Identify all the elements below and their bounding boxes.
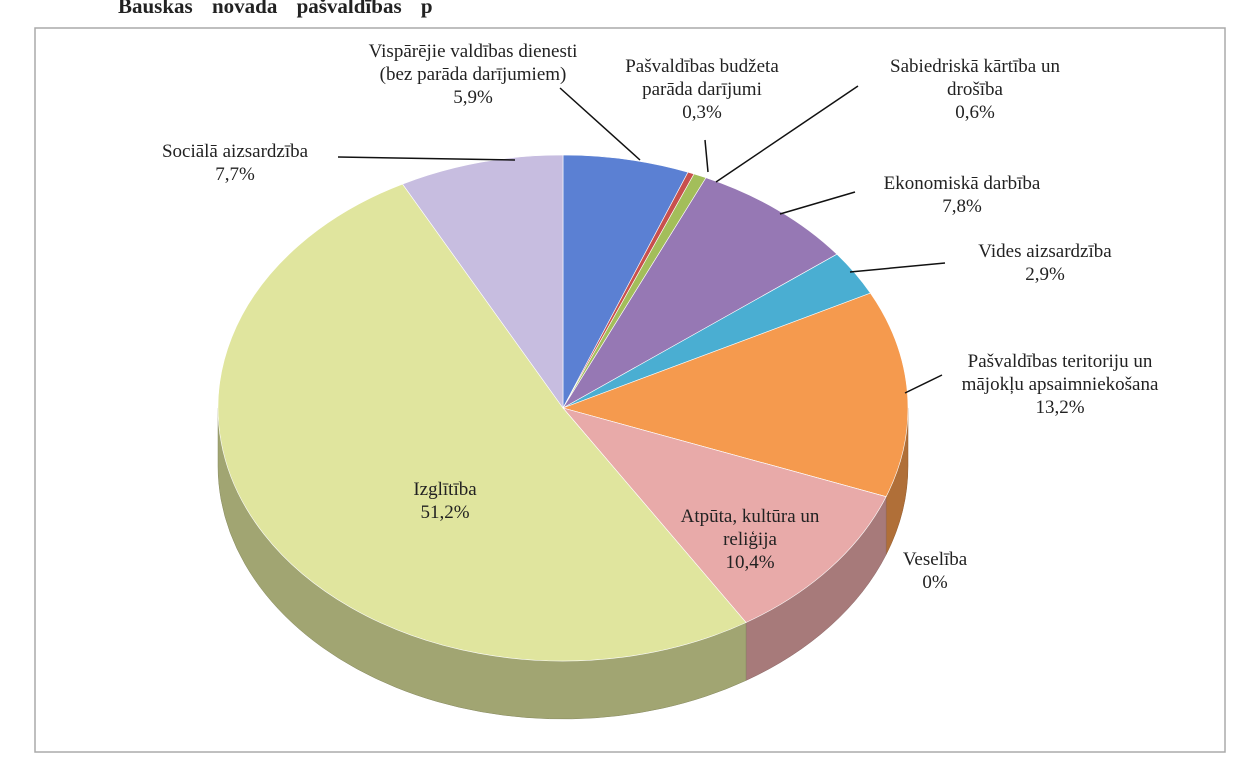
slice-label: Veselība 0% [880,548,990,594]
slice [562,407,887,623]
value-label: 10,4% [725,552,775,573]
leader-line [704,139,709,173]
slice-label: Pašvaldības budžeta parāda darījumi 0,3% [612,55,792,124]
category-label: Izglītība [413,479,477,500]
value-label: 2,9% [1025,264,1065,285]
leader-line [715,85,859,183]
leader-line [337,156,516,161]
slice [217,183,747,662]
slice [562,292,909,498]
leader-line [559,87,641,161]
value-label: 51,2% [420,502,470,523]
category-label: Ekonomiskā darbība [883,173,1041,194]
value-label: 7,7% [215,164,255,185]
category-label: Veselība [902,549,968,570]
leader-line [904,374,943,394]
slice-label: Vispārējie valdības dienesti (bez parāda… [368,40,578,109]
category-label: Sabiedriskā kārtība un drošība [890,56,1060,100]
slice-label: Ekonomiskā darbība 7,8% [847,172,1077,218]
slice-label: Atpūta, kultūra un reliģija 10,4% [670,505,830,574]
slice-label: Vides aizsardzība 2,9% [935,240,1155,286]
value-label: 0,3% [682,102,722,123]
category-label: Vispārējie valdības dienesti (bez parāda… [368,41,578,85]
value-label: 0% [922,572,948,593]
category-label: Atpūta, kultūra un reliģija [680,506,820,550]
slice [562,154,689,409]
category-label: Pašvaldības teritoriju un mājokļu apsaim… [961,351,1159,395]
value-label: 13,2% [1035,397,1085,418]
leader-line [779,191,856,215]
slice-label: Sociālā aizsardzība 7,7% [120,140,350,186]
value-label: 5,9% [453,87,493,108]
category-label: Vides aizsardzība [978,241,1112,262]
slice-label: Sabiedriskā kārtība un drošība 0,6% [860,55,1090,124]
slice [402,154,564,409]
category-label: Sociālā aizsardzība [161,141,309,162]
chart-frame [34,27,1226,753]
category-label: Pašvaldības budžeta parāda darījumi [625,56,779,100]
chart-title: Bauskas novada pašvaldības p [118,0,433,18]
value-label: 0,6% [955,102,995,123]
leader-line [849,262,946,273]
slice-label: Izglītība 51,2% [375,478,515,524]
slice-label: Pašvaldības teritoriju un mājokļu apsaim… [940,350,1180,419]
value-label: 7,8% [942,196,982,217]
slice [562,177,838,409]
